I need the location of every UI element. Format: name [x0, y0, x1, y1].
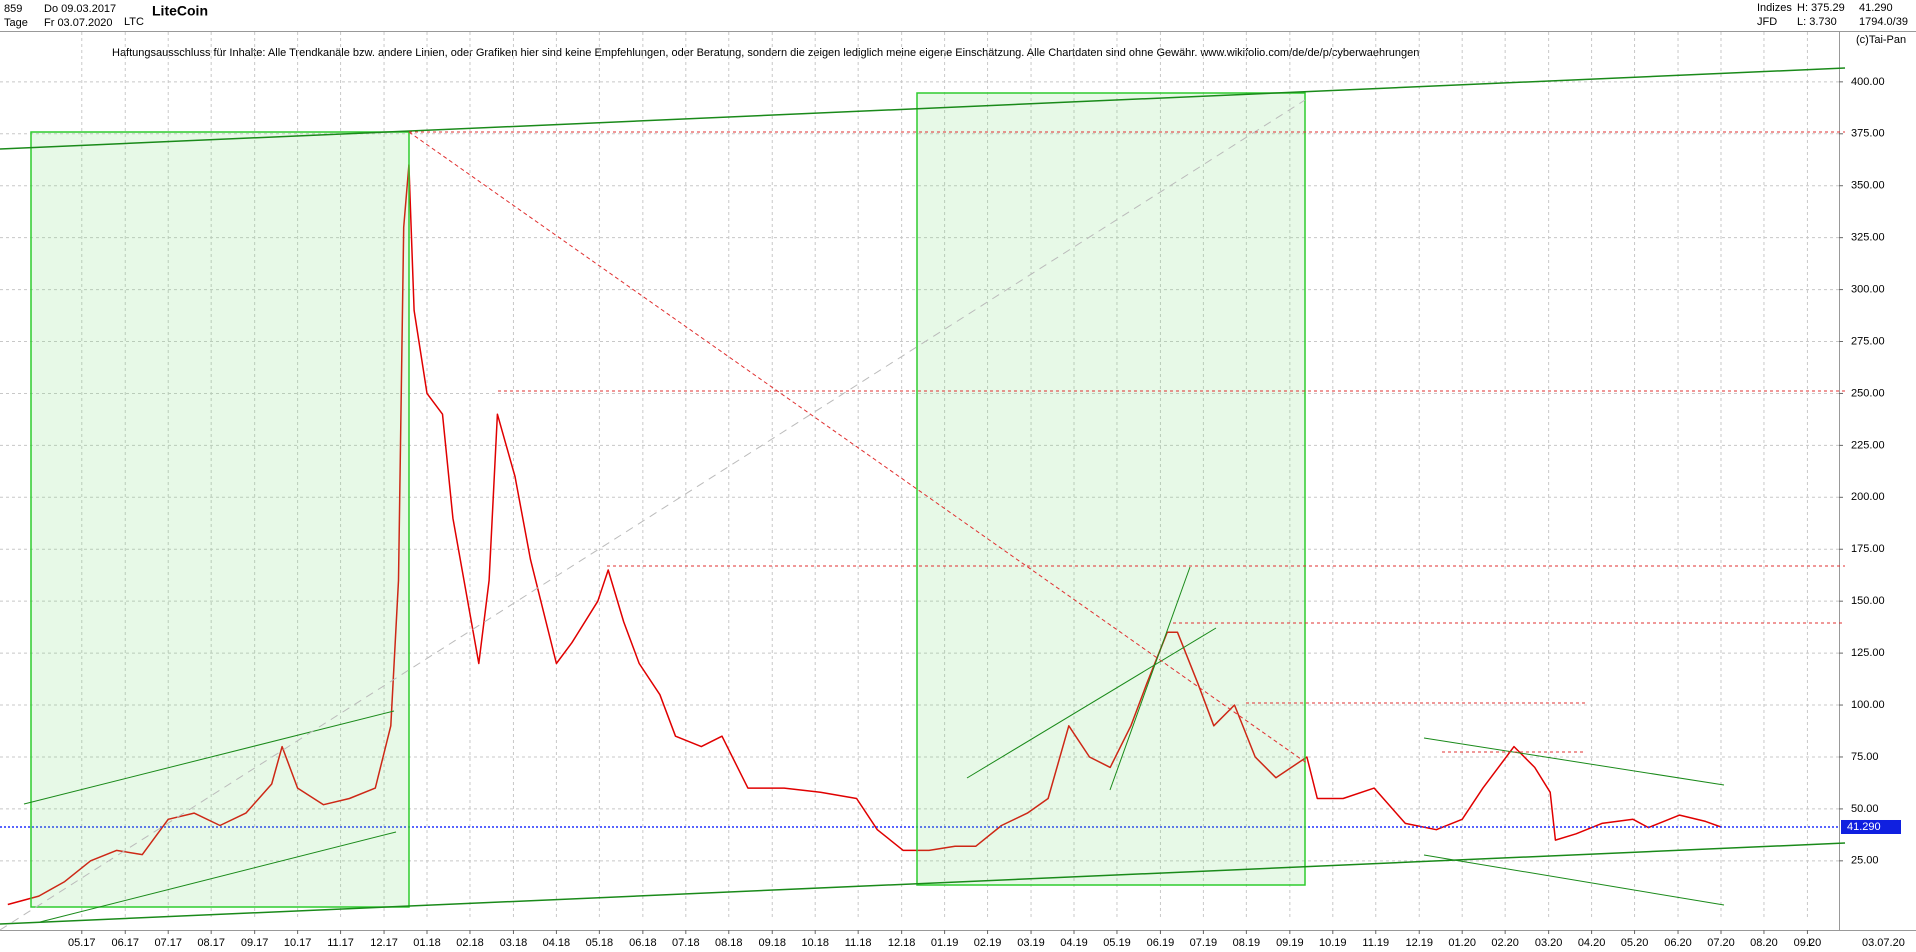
chart-title: LiteCoin	[152, 3, 208, 19]
interval[interactable]: Tage	[4, 17, 28, 29]
x-tick-label: 02.20	[1491, 937, 1519, 949]
last: 41.290	[1859, 2, 1893, 14]
y-tick-label: 75.00	[1851, 751, 1879, 763]
x-tick-label: 06.17	[111, 937, 139, 949]
low: L: 3.730	[1797, 16, 1837, 28]
trend-line	[39, 831, 397, 923]
y-tick-label: 100.00	[1851, 699, 1885, 711]
y-tick-label: 50.00	[1851, 803, 1879, 815]
x-tick-label: 08.19	[1233, 937, 1261, 949]
start-date: Do 09.03.2017	[44, 3, 116, 15]
x-tick-label: 05.17	[68, 937, 96, 949]
x-tick-label: 05.20	[1621, 937, 1649, 949]
x-tick-label: 02.18	[456, 937, 484, 949]
y-tick-label: 250.00	[1851, 387, 1885, 399]
x-tick-label: 10.18	[801, 937, 829, 949]
end-date: Fr 03.07.2020	[44, 17, 113, 29]
x-tick-label: 04.20	[1578, 937, 1606, 949]
scale-mode: L	[1808, 937, 1814, 949]
y-tick-label: 275.00	[1851, 335, 1885, 347]
copyright: (c)Tai-Pan	[1856, 34, 1906, 46]
x-tick-label: 09.20	[1794, 937, 1822, 949]
disclaimer: Haftungsausschluss für Inhalte: Alle Tre…	[112, 47, 1419, 59]
x-tick-label: 12.19	[1405, 937, 1433, 949]
trend-line	[23, 710, 395, 805]
x-tick-label: 05.19	[1103, 937, 1131, 949]
x-tick-label: 07.17	[154, 937, 182, 949]
x-tick-label: 03.20	[1535, 937, 1563, 949]
x-tick-label: 11.18	[845, 937, 872, 949]
x-tick-label: 09.19	[1276, 937, 1304, 949]
last-price-box	[1841, 819, 1901, 834]
x-tick-label: 11.17	[327, 937, 354, 949]
trend-line	[1423, 737, 1725, 786]
x-tick-label: 04.18	[543, 937, 571, 949]
x-tick-label: 03.19	[1017, 937, 1045, 949]
trend-line	[1423, 854, 1725, 906]
last-date: 03.07.20	[1862, 937, 1905, 949]
trend-line	[408, 131, 1309, 765]
x-tick-label: 07.18	[672, 937, 700, 949]
y-tick-label: 200.00	[1851, 491, 1885, 503]
symbol: LTC	[124, 16, 144, 28]
y-tick-label: 125.00	[1851, 647, 1885, 659]
x-tick-label: 06.19	[1147, 937, 1175, 949]
x-tick-label: 08.18	[715, 937, 743, 949]
x-tick-label: 01.19	[931, 937, 959, 949]
x-tick-label: 12.17	[370, 937, 398, 949]
x-tick-label: 07.19	[1190, 937, 1218, 949]
trend-line	[1109, 566, 1191, 791]
y-tick-label: 175.00	[1851, 543, 1885, 555]
bars: 1794.0/39	[1859, 16, 1908, 28]
zone-box	[916, 92, 1306, 886]
plot-area: 25.00 50.00 75.00 100.00 125.00 150.00 175.00 2…	[0, 32, 1916, 949]
last-price-label: 41.290	[1847, 821, 1881, 833]
y-tick-label: 225.00	[1851, 439, 1885, 451]
x-tick-label: 07.20	[1707, 937, 1735, 949]
source: JFD	[1757, 16, 1777, 28]
y-tick-label: 150.00	[1851, 595, 1885, 607]
high: H: 375.29	[1797, 2, 1845, 14]
x-tick-label: 06.18	[629, 937, 657, 949]
x-tick-label: 05.18	[586, 937, 614, 949]
x-tick-label: 10.17	[284, 937, 312, 949]
y-tick-label: 325.00	[1851, 232, 1885, 244]
y-tick-label: 300.00	[1851, 283, 1885, 295]
trend-line	[0, 67, 1846, 150]
x-tick-label: 01.20	[1448, 937, 1476, 949]
group: Indizes	[1757, 2, 1792, 14]
y-tick-label: 350.00	[1851, 180, 1885, 192]
zone-box	[30, 131, 410, 908]
drawings	[0, 67, 1846, 931]
x-tick-label: 08.20	[1750, 937, 1778, 949]
trend-line	[0, 842, 1846, 925]
x-tick-label: 03.18	[500, 937, 528, 949]
trend-line	[966, 627, 1217, 779]
x-tick-label: 11.19	[1362, 937, 1389, 949]
x-tick-label: 10.19	[1319, 937, 1347, 949]
y-tick-label: 375.00	[1851, 128, 1885, 140]
x-tick-label: 06.20	[1664, 937, 1692, 949]
y-tick-label: 25.00	[1851, 855, 1879, 867]
x-tick-label: 09.17	[241, 937, 269, 949]
helper-line	[0, 99, 1306, 931]
x-tick-label: 08.17	[197, 937, 225, 949]
x-tick-label: 09.18	[758, 937, 786, 949]
x-tick-label: 01.18	[413, 937, 441, 949]
y-tick-label: 400.00	[1851, 76, 1885, 88]
x-tick-label: 04.19	[1060, 937, 1088, 949]
x-tick-label: 12.18	[888, 937, 916, 949]
x-tick-label: 02.19	[974, 937, 1002, 949]
count: 859	[4, 3, 22, 15]
